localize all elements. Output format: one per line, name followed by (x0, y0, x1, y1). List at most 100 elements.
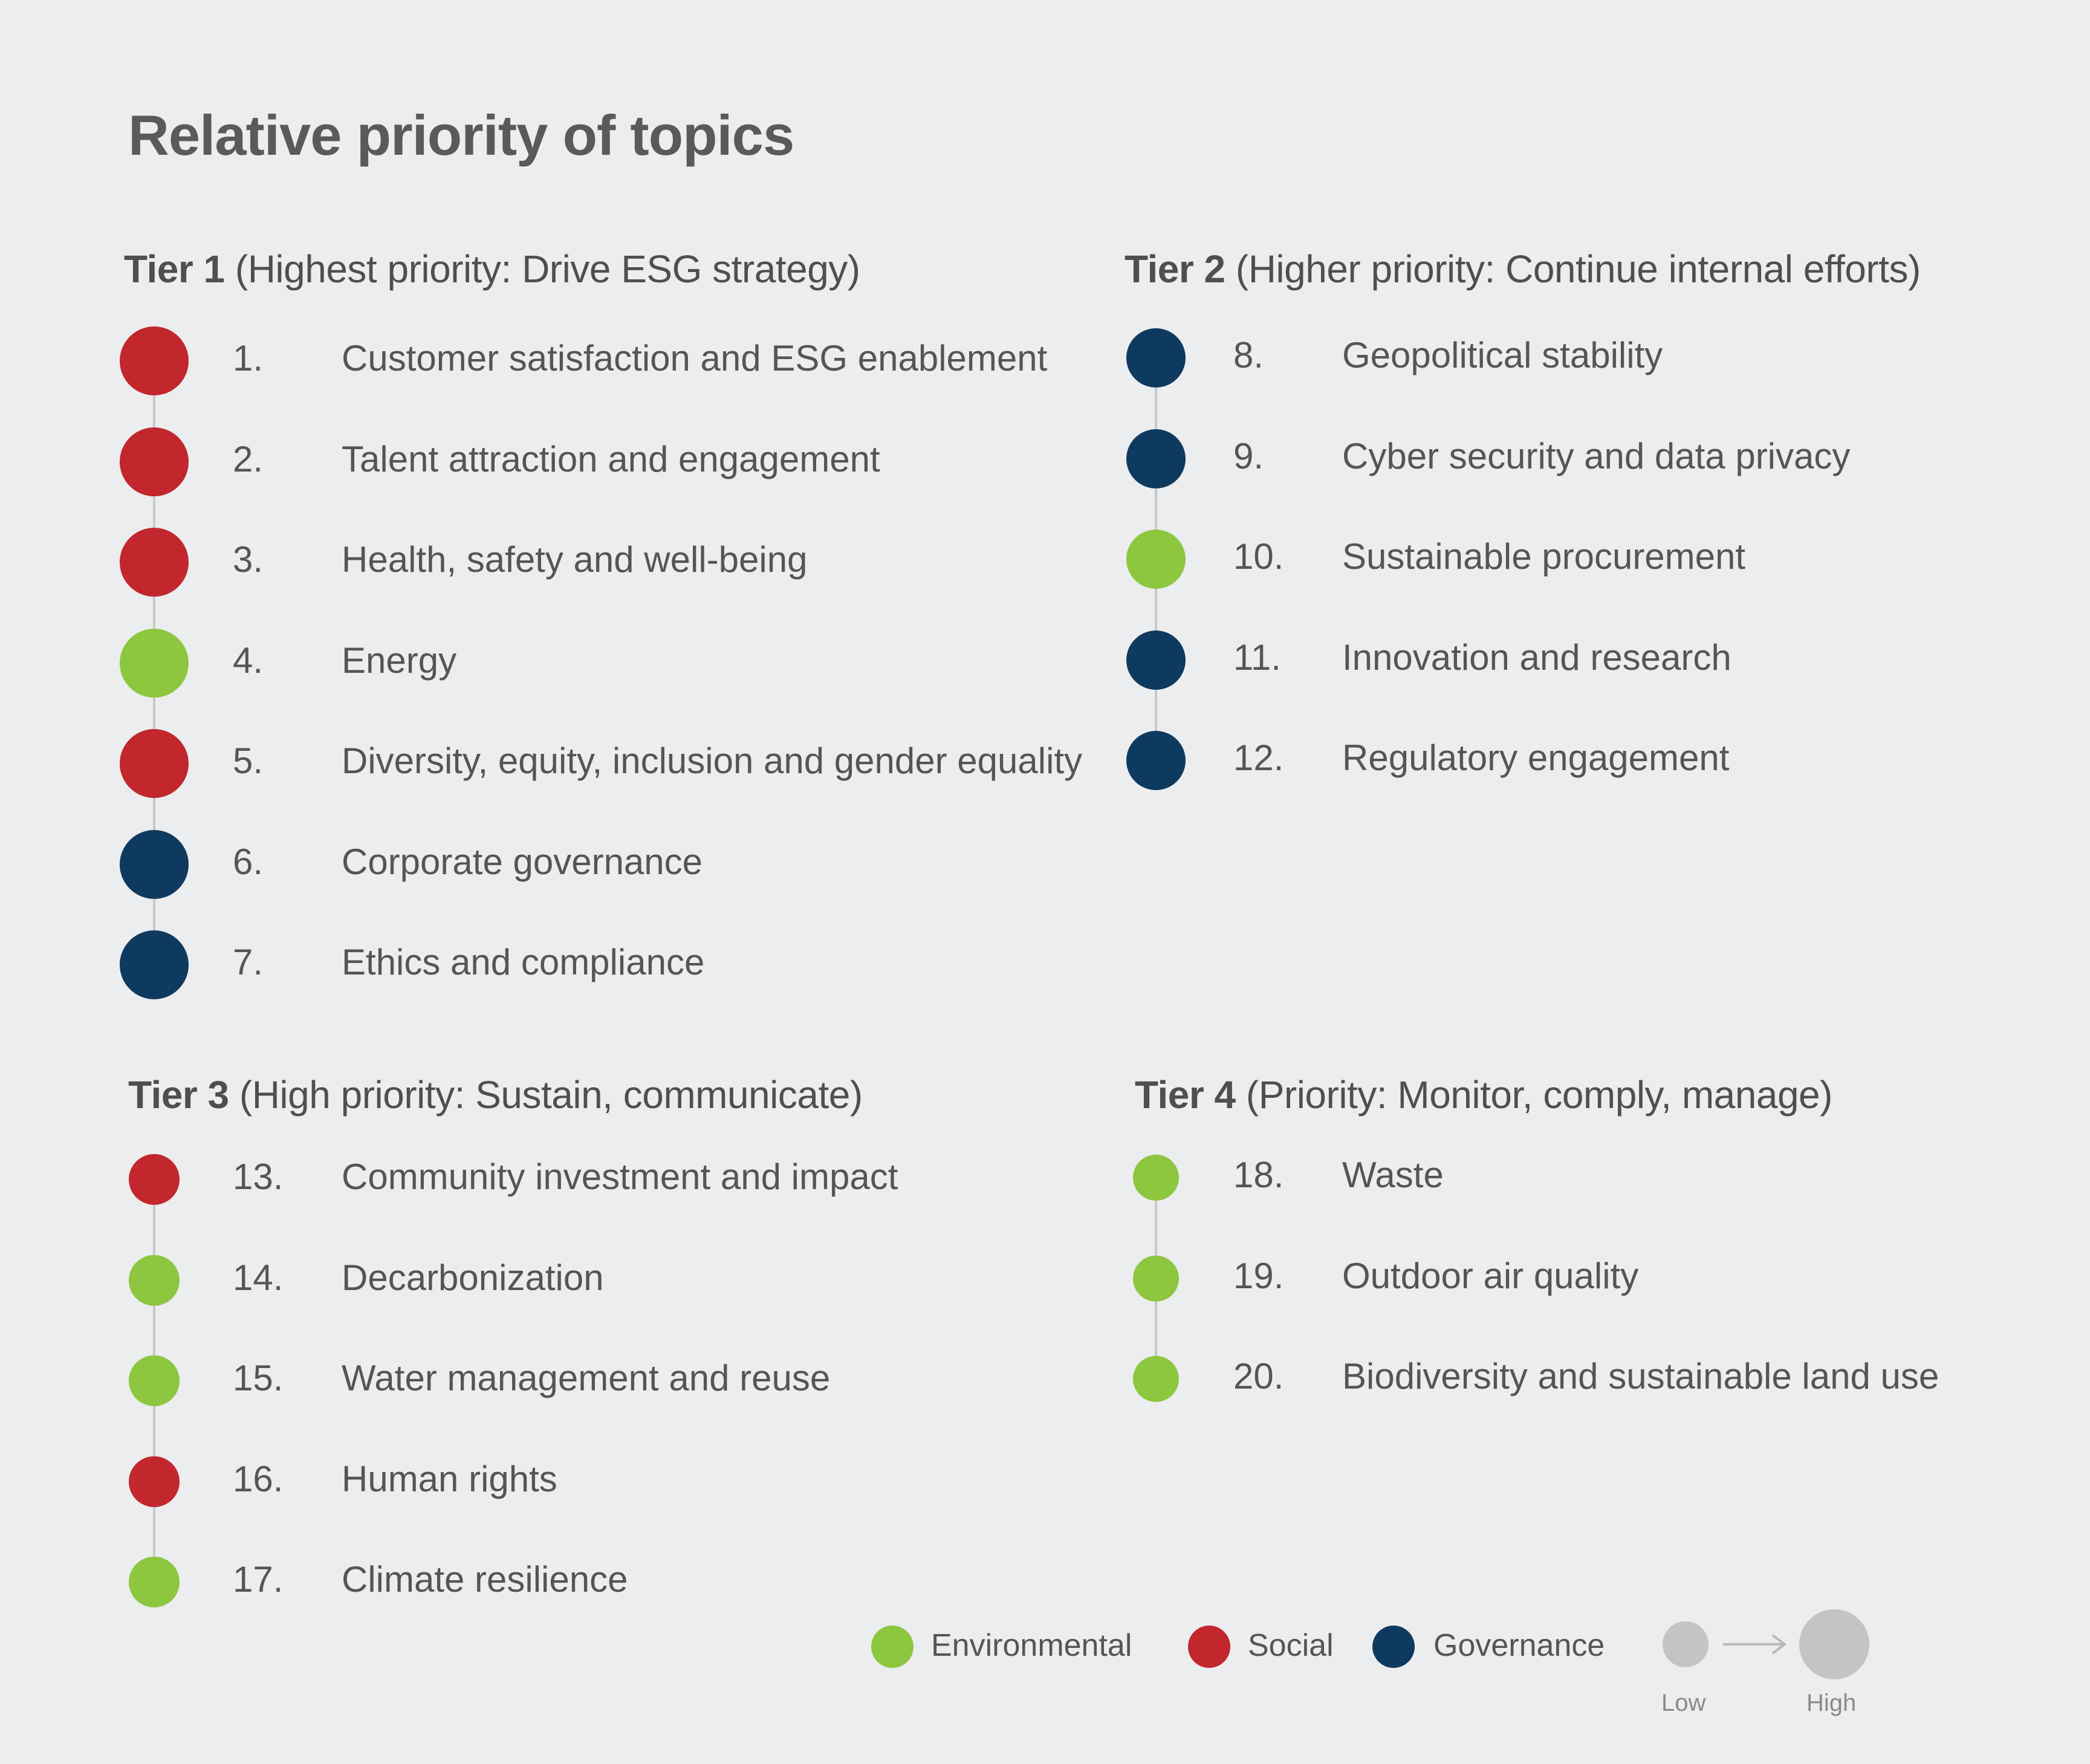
tier-description: (Higher priority: Continue internal effo… (1225, 247, 1921, 291)
topic-item: 19. Outdoor air quality (1233, 1255, 1639, 1296)
topic-item: 11. Innovation and research (1233, 637, 1731, 678)
topic-item: 2. Talent attraction and engagement (233, 441, 880, 478)
size-high-circle (1799, 1609, 1869, 1679)
topic-dot-environmental (1133, 1356, 1179, 1402)
tier-name: Tier 2 (1125, 247, 1225, 291)
topic-label: Decarbonization (342, 1257, 604, 1298)
topic-number: 1. (233, 338, 264, 378)
topic-item: 17. Climate resilience (233, 1561, 628, 1598)
topic-item: 15. Water management and reuse (233, 1360, 830, 1396)
tier-heading: Tier 1 (Highest priority: Drive ESG stra… (124, 247, 860, 291)
topic-item: 3. Health, safety and well-being (233, 542, 807, 578)
topic-item: 16. Human rights (233, 1461, 557, 1497)
topic-item: 5. Diversity, equity, inclusion and gende… (233, 743, 1082, 779)
topic-number: 14. (233, 1257, 284, 1298)
topic-number: 5. (233, 741, 264, 781)
tier-heading: Tier 3 (High priority: Sustain, communic… (128, 1072, 863, 1117)
topic-label: Waste (1342, 1155, 1444, 1195)
topic-item: 4. Energy (233, 640, 457, 681)
topic-label: Talent attraction and engagement (342, 438, 880, 479)
topic-label: Corporate governance (342, 841, 703, 882)
legend-social-label: Social (1248, 1628, 1334, 1663)
topic-dot-social (129, 1154, 180, 1205)
topic-item: 20. Biodiversity and sustainable land use (1233, 1358, 1939, 1395)
topic-number: 4. (233, 640, 264, 681)
topic-number: 20. (1233, 1356, 1284, 1396)
size-low-circle (1663, 1621, 1709, 1667)
topic-number: 2. (233, 438, 264, 479)
topic-number: 10. (1233, 536, 1284, 577)
topic-label: Water management and reuse (342, 1358, 831, 1398)
topic-label: Biodiversity and sustainable land use (1342, 1356, 1939, 1396)
topic-label: Community investment and impact (342, 1156, 898, 1197)
topic-item: 12. Regulatory engagement (1233, 740, 1729, 776)
topic-number: 6. (233, 841, 264, 882)
topic-label: Customer satisfaction and ESG enablement (342, 338, 1048, 378)
topic-dot-governance (120, 930, 189, 999)
topic-label: Ethics and compliance (342, 942, 705, 982)
topic-number: 18. (1233, 1155, 1284, 1195)
topic-label: Outdoor air quality (1342, 1255, 1639, 1296)
topic-dot-environmental (129, 1557, 180, 1607)
topic-dot-social (129, 1456, 180, 1507)
size-arrow-head-icon (1771, 1634, 1787, 1655)
topic-label: Human rights (342, 1458, 557, 1499)
topic-number: 13. (233, 1156, 284, 1197)
tier-description: (Highest priority: Drive ESG strategy) (224, 247, 860, 291)
topic-dot-governance (1126, 731, 1186, 790)
topic-number: 11. (1233, 637, 1281, 678)
topic-item: 13. Community investment and impact (233, 1159, 898, 1195)
topic-dot-environmental (1126, 530, 1186, 589)
size-low-label: Low (1661, 1690, 1706, 1716)
topic-label: Geopolitical stability (1342, 335, 1663, 375)
topic-dot-social (120, 427, 189, 496)
topic-label: Cyber security and data privacy (1342, 435, 1851, 476)
topic-dot-environmental (120, 628, 189, 698)
topic-item: 14. Decarbonization (233, 1257, 604, 1298)
topic-label: Regulatory engagement (1342, 738, 1730, 778)
legend-governance-dot (1372, 1626, 1415, 1668)
topic-dot-governance (1126, 630, 1186, 690)
tier-heading: Tier 4 (Priority: Monitor, comply, manag… (1135, 1072, 1832, 1117)
topic-dot-environmental (129, 1355, 180, 1406)
topic-dot-social (120, 729, 189, 798)
topic-item: 8. Geopolitical stability (1233, 337, 1663, 374)
topic-item: 7. Ethics and compliance (233, 944, 704, 981)
topic-item: 1. Customer satisfaction and ESG enableme… (233, 340, 1047, 377)
topic-number: 16. (233, 1458, 284, 1499)
topic-dot-governance (120, 829, 189, 899)
topic-number: 9. (1233, 435, 1264, 476)
topic-number: 12. (1233, 738, 1284, 778)
topic-item: 10. Sustainable procurement (1233, 539, 1745, 575)
topic-label: Diversity, equity, inclusion and gender … (342, 741, 1083, 781)
topic-label: Sustainable procurement (1342, 536, 1746, 577)
topic-number: 17. (233, 1559, 284, 1600)
topic-dot-governance (1126, 328, 1186, 387)
size-high-label: High (1806, 1690, 1857, 1716)
legend-governance-label: Governance (1433, 1628, 1605, 1663)
topic-number: 19. (1233, 1255, 1284, 1296)
topic-dot-social (120, 528, 189, 597)
topic-number: 3. (233, 539, 264, 580)
tier-description: (Priority: Monitor, comply, manage) (1235, 1073, 1833, 1117)
topic-dot-social (120, 326, 189, 395)
tier-heading: Tier 2 (Higher priority: Continue intern… (1125, 247, 1921, 291)
size-scale-graphic (1663, 1609, 1869, 1679)
topic-number: 15. (233, 1358, 284, 1398)
topic-label: Innovation and research (1342, 637, 1731, 678)
tier-description: (High priority: Sustain, communicate) (229, 1073, 863, 1117)
page-title: Relative priority of topics (128, 103, 794, 167)
topic-item: 9. Cyber security and data privacy (1233, 438, 1850, 475)
topic-dot-environmental (129, 1254, 180, 1306)
legend-environmental-label: Environmental (931, 1628, 1132, 1663)
tier-name: Tier 4 (1135, 1073, 1236, 1117)
legend-environmental-dot (871, 1626, 914, 1668)
legend-social-dot (1188, 1626, 1230, 1668)
topic-dot-environmental (1133, 1155, 1179, 1201)
topic-number: 7. (233, 942, 264, 982)
tier-name: Tier 1 (124, 247, 225, 291)
topic-label: Energy (342, 640, 457, 681)
topic-item: 18. Waste (1233, 1157, 1444, 1193)
tier-name: Tier 3 (128, 1073, 229, 1117)
topic-label: Climate resilience (342, 1559, 628, 1600)
